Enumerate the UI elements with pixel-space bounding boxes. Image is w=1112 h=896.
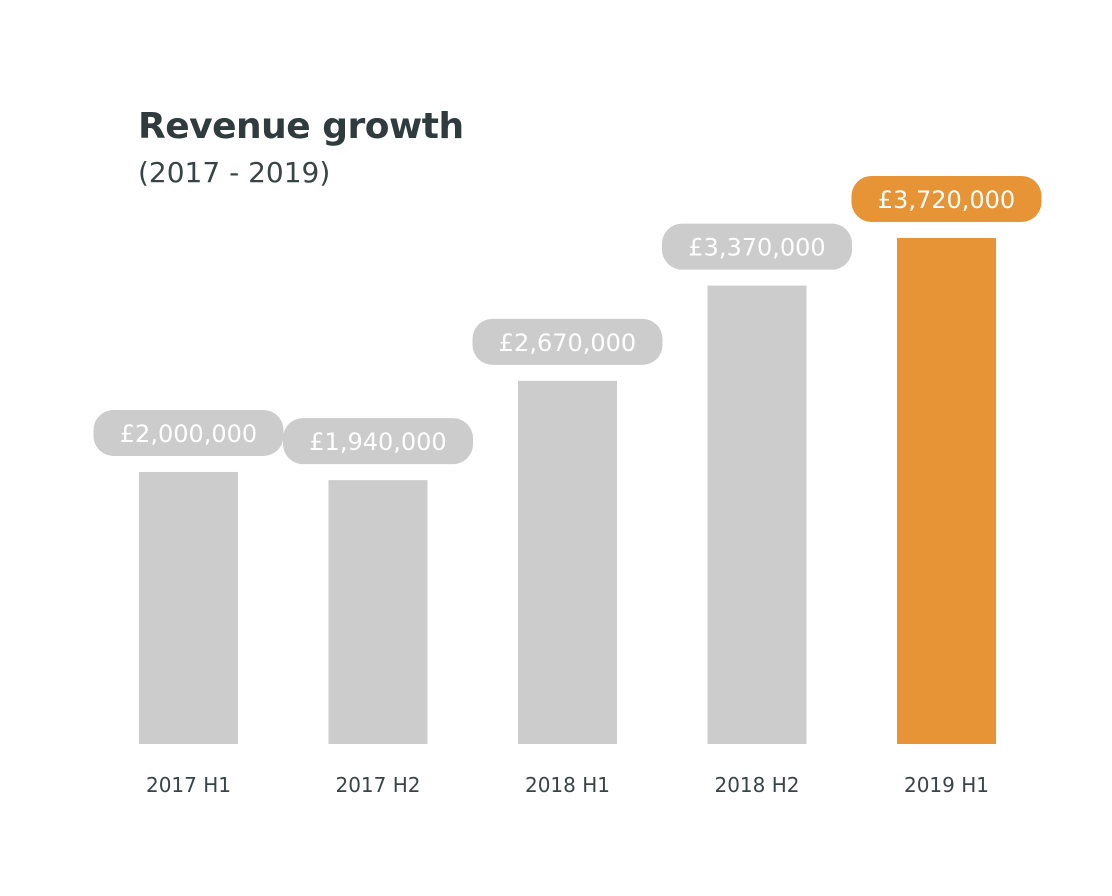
data-label: £3,370,000 [688,234,825,262]
bar-2017-h2 [328,480,428,744]
bar-2017-h1 [139,471,238,744]
bar-2018-h2 [707,285,807,744]
x-tick-label: 2018 H1 [525,773,610,797]
bar-2019-h1 [897,238,996,744]
x-tick-label: 2017 H2 [335,773,420,797]
data-label: £1,940,000 [309,428,446,456]
x-tick-label: 2019 H1 [904,773,989,797]
data-label-pill [662,223,852,270]
chart-title: Revenue growth [138,106,464,147]
data-label: £2,000,000 [120,420,257,448]
data-label-pill [851,176,1042,222]
x-tick-label: 2018 H2 [714,773,799,797]
data-label-pill [283,418,473,465]
data-label-pill [472,318,663,365]
x-tick-label: 2017 H1 [146,773,231,797]
data-label-pill [93,409,284,456]
data-label: £3,720,000 [878,186,1015,214]
bar-2018-h1 [518,380,617,744]
chart-subtitle: (2017 - 2019) [138,156,331,189]
data-label: £2,670,000 [499,329,636,357]
